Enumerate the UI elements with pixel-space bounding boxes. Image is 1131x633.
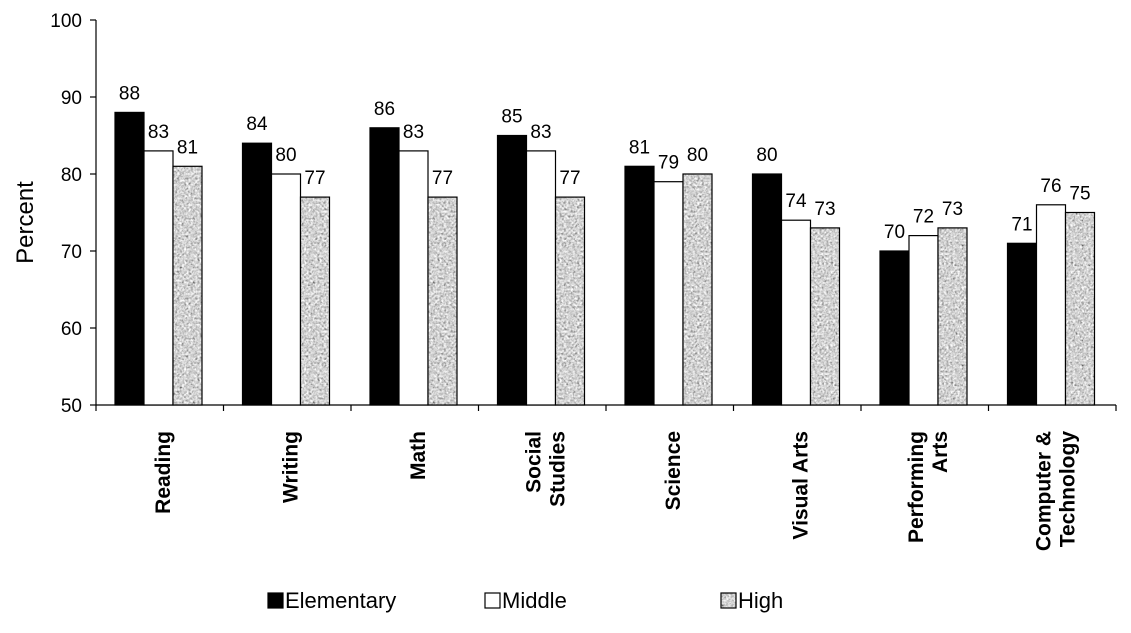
category-label: Social Studies xyxy=(522,431,569,507)
category-label-line: Visual Arts xyxy=(789,431,812,540)
bar-high-7 xyxy=(1064,211,1096,406)
legend-swatch xyxy=(720,592,737,609)
bar-middle-2 xyxy=(398,150,429,406)
bar-middle-7 xyxy=(1035,204,1067,406)
bar-elementary-0 xyxy=(114,111,145,406)
y-axis-label: Percent xyxy=(12,181,39,264)
y-tick-label: 90 xyxy=(61,88,82,109)
bar-middle-3 xyxy=(525,150,557,406)
y-tick-label: 50 xyxy=(61,396,82,417)
y-tick-label: 80 xyxy=(61,165,82,186)
category-label-line: Technology xyxy=(1056,431,1079,548)
bar-middle-0 xyxy=(143,150,174,406)
bar-elementary-7 xyxy=(1006,242,1038,406)
bar-middle-5 xyxy=(780,219,812,406)
data-label: 77 xyxy=(559,168,580,189)
bar-elementary-4 xyxy=(624,165,655,406)
data-label: 81 xyxy=(629,137,650,158)
data-label: 80 xyxy=(275,145,296,166)
bar-high-3 xyxy=(554,196,586,406)
bar-middle-1 xyxy=(270,173,302,406)
bar-elementary-2 xyxy=(369,127,400,406)
data-label: 81 xyxy=(177,137,198,158)
bar-middle-6 xyxy=(908,235,939,406)
y-tick-label: 100 xyxy=(50,11,82,32)
data-label: 75 xyxy=(1069,184,1090,205)
bar-high-2 xyxy=(427,196,458,406)
category-label: Computer & Technology xyxy=(1032,431,1079,551)
legend-label: High xyxy=(738,588,783,613)
bar-elementary-3 xyxy=(496,134,528,406)
legend-item-middle: Middle xyxy=(484,588,567,613)
data-label: 79 xyxy=(658,153,679,174)
bar-elementary-1 xyxy=(241,142,273,406)
data-label: 86 xyxy=(374,99,395,120)
y-tick-label: 60 xyxy=(61,319,82,340)
category-label-line: Studies xyxy=(546,431,569,507)
bar-elementary-6 xyxy=(879,250,910,406)
data-label: 76 xyxy=(1040,176,1061,197)
data-label: 83 xyxy=(530,122,551,143)
data-label: 80 xyxy=(687,145,708,166)
bar-elementary-5 xyxy=(751,173,783,406)
bar-high-5 xyxy=(809,227,841,406)
legend-label: Middle xyxy=(502,588,567,613)
plot-area: 50 60 70 80 90 100 Percent 88 84 86 85 81 80 70 71 83 80… xyxy=(12,11,1117,551)
category-label: Performing Arts xyxy=(905,431,952,543)
bar-high-0 xyxy=(172,165,203,406)
legend-item-high: High xyxy=(720,588,783,613)
data-label: 83 xyxy=(403,122,424,143)
category-label: Reading xyxy=(152,431,175,514)
bar-high-6 xyxy=(937,227,968,406)
data-label: 84 xyxy=(246,114,268,135)
category-label-line: Math xyxy=(407,431,430,480)
category-label-line: Performing xyxy=(905,431,928,543)
data-label: 71 xyxy=(1011,214,1032,235)
category-label-line: Writing xyxy=(279,431,302,503)
data-label: 88 xyxy=(119,83,140,104)
legend-label: Elementary xyxy=(285,588,396,613)
bar-high-4 xyxy=(682,173,713,406)
data-label: 72 xyxy=(913,207,934,228)
data-label: 73 xyxy=(942,199,963,220)
legend-swatch xyxy=(484,592,501,609)
category-label-line: Science xyxy=(662,431,685,510)
data-label: 83 xyxy=(148,122,169,143)
bar-high-1 xyxy=(299,196,331,406)
data-label: 73 xyxy=(814,199,835,220)
data-label: 85 xyxy=(501,107,522,128)
data-label: 80 xyxy=(756,145,777,166)
category-label: Visual Arts xyxy=(789,431,812,540)
y-tick-label: 70 xyxy=(61,242,82,263)
bar-middle-4 xyxy=(653,181,684,406)
data-label: 77 xyxy=(304,168,325,189)
category-label: Writing xyxy=(279,431,302,503)
legend-swatch xyxy=(267,592,284,609)
category-label-line: Computer & xyxy=(1032,431,1055,551)
category-label: Math xyxy=(407,431,430,480)
category-label-line: Reading xyxy=(152,431,175,514)
category-label-line: Arts xyxy=(929,431,952,473)
legend: Elementary Middle High xyxy=(267,588,783,613)
legend-item-elementary: Elementary xyxy=(267,588,396,613)
data-label: 70 xyxy=(884,222,905,243)
data-label: 74 xyxy=(785,191,807,212)
category-label-line: Social xyxy=(522,431,545,493)
data-label: 77 xyxy=(432,168,453,189)
category-label: Science xyxy=(662,431,685,510)
